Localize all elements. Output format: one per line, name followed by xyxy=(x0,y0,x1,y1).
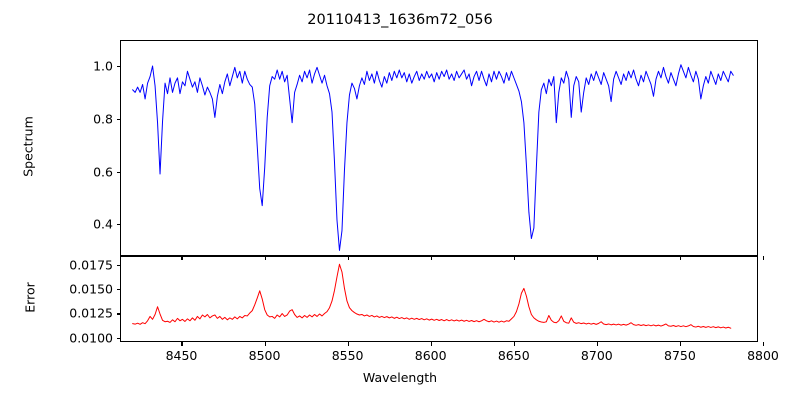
y-tick-label: 0.4 xyxy=(93,216,113,232)
x-tick-mark xyxy=(264,342,266,346)
x-tick-mark xyxy=(762,256,765,260)
error-data-line xyxy=(132,263,732,329)
y-tick-mark xyxy=(116,224,120,226)
error-line-plot xyxy=(132,263,732,329)
x-tick-label: 8650 xyxy=(497,348,530,363)
y-tick-mark xyxy=(116,337,120,339)
x-tick-label: 8750 xyxy=(664,348,696,363)
x-tick-label: 8600 xyxy=(414,348,447,363)
x-tick-label: 8450 xyxy=(165,348,198,363)
spectrum-line-plot xyxy=(132,64,734,251)
y-tick-mark xyxy=(116,313,120,315)
y-tick-mark xyxy=(116,66,120,68)
spectrum-panel xyxy=(120,40,758,256)
x-tick-mark xyxy=(347,342,349,346)
x-tick-mark xyxy=(513,256,515,260)
x-tick-label: 8550 xyxy=(331,348,364,363)
y-axis-label-error: Error xyxy=(22,282,38,313)
y-tick-label: 0.0125 xyxy=(69,305,113,321)
x-tick-label: 8700 xyxy=(580,348,613,363)
y-tick-label: 0.8 xyxy=(93,111,113,127)
x-tick-mark xyxy=(264,256,266,260)
x-tick-label: 8500 xyxy=(248,348,281,363)
y-tick-label: 0.0100 xyxy=(69,330,113,346)
y-tick-mark xyxy=(116,289,120,291)
x-tick-mark xyxy=(596,256,598,260)
x-tick-mark xyxy=(679,342,681,346)
spectrum-data-line xyxy=(132,64,734,251)
y-tick-mark xyxy=(116,119,120,121)
page-title: 20110413_1636m72_056 xyxy=(307,12,493,28)
x-tick-mark xyxy=(347,256,349,260)
x-tick-mark xyxy=(596,342,598,346)
y-axis-label-spectrum: Spectrum xyxy=(20,116,36,177)
y-tick-label: 0.0150 xyxy=(69,281,113,297)
x-tick-mark xyxy=(513,342,515,346)
x-tick-mark xyxy=(762,342,765,346)
y-tick-mark xyxy=(116,265,120,267)
x-tick-mark xyxy=(430,256,432,260)
x-axis-label: Wavelength xyxy=(362,370,438,385)
y-tick-mark xyxy=(116,171,120,173)
error-panel xyxy=(120,256,758,342)
x-tick-label: 8800 xyxy=(747,348,779,363)
y-tick-label: 1.0 xyxy=(93,58,113,74)
x-tick-mark xyxy=(181,342,183,346)
x-tick-mark xyxy=(430,342,432,346)
x-tick-mark xyxy=(679,256,681,260)
y-tick-label: 0.6 xyxy=(93,164,113,180)
x-tick-mark xyxy=(181,256,183,260)
y-tick-label: 0.0175 xyxy=(69,257,113,273)
